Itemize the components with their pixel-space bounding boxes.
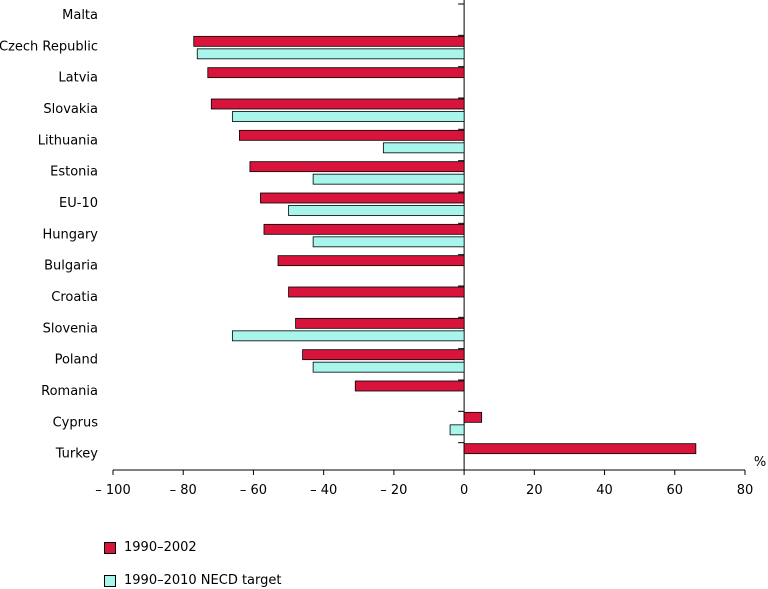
- bar-series1: [302, 349, 465, 361]
- category-label: Cyprus: [53, 415, 99, 430]
- category-label: EU-10: [59, 196, 98, 211]
- bar-series2: [196, 48, 465, 60]
- category-label: Czech Republic: [0, 39, 98, 54]
- category-label: Poland: [55, 353, 98, 368]
- legend-label-1990-2002: 1990–2002: [124, 540, 197, 555]
- x-tick-label: 60: [667, 483, 684, 498]
- bar-series1: [277, 255, 465, 267]
- x-tick-label: – 20: [380, 483, 407, 498]
- bar-series2: [312, 173, 465, 185]
- category-label: Estonia: [50, 165, 98, 180]
- category-label: Bulgaria: [44, 259, 98, 274]
- bar-series2: [288, 205, 465, 216]
- x-tick-label: – 100: [95, 483, 130, 498]
- bar-series1: [207, 67, 465, 79]
- legend-item-necd-target: 1990–2010 NECD target: [104, 573, 282, 588]
- category-label: Lithuania: [38, 133, 98, 148]
- category-label: Latvia: [58, 71, 98, 86]
- bar-series1: [295, 317, 465, 329]
- x-tick-label: – 80: [170, 483, 197, 498]
- category-label: Malta: [62, 8, 98, 23]
- x-tick-label: 80: [737, 483, 754, 498]
- category-label: Slovakia: [43, 102, 98, 117]
- category-label: Croatia: [51, 290, 98, 305]
- category-label: Turkey: [55, 447, 99, 462]
- x-tick-label: – 40: [310, 483, 337, 498]
- bar-series1: [463, 411, 483, 423]
- bar-series2: [231, 111, 465, 122]
- bar-series2: [231, 330, 465, 342]
- bar-series1: [260, 192, 465, 204]
- legend-item-1990-2002: 1990–2002: [104, 540, 197, 555]
- bar-series2: [312, 236, 465, 248]
- x-tick-label: 0: [460, 483, 468, 498]
- bar-series2: [382, 142, 465, 154]
- x-tick-label: – 60: [240, 483, 267, 498]
- x-axis-unit-label: %: [754, 455, 766, 470]
- bar-series1: [210, 98, 465, 110]
- bar-series2: [449, 424, 465, 436]
- bar-series1: [238, 129, 465, 141]
- bar-series1: [288, 286, 465, 298]
- legend-swatch-necd-target: [104, 574, 116, 587]
- bar-series1: [463, 443, 697, 455]
- bar-series2: [312, 361, 465, 373]
- bar-series1: [354, 380, 465, 392]
- legend-swatch-1990-2002: [104, 541, 116, 554]
- category-label: Hungary: [42, 227, 98, 242]
- x-tick-label: 40: [596, 483, 613, 498]
- bar-series1: [193, 35, 465, 47]
- bar-series1: [263, 223, 465, 235]
- category-label: Romania: [41, 384, 98, 399]
- bar-series1: [249, 161, 465, 173]
- x-tick-label: 20: [526, 483, 543, 498]
- category-label: Slovenia: [43, 321, 98, 336]
- legend-label-necd-target: 1990–2010 NECD target: [124, 573, 282, 588]
- bar-chart: Malta Czech Republic Latvia Slovakia Lithuan…: [0, 0, 766, 498]
